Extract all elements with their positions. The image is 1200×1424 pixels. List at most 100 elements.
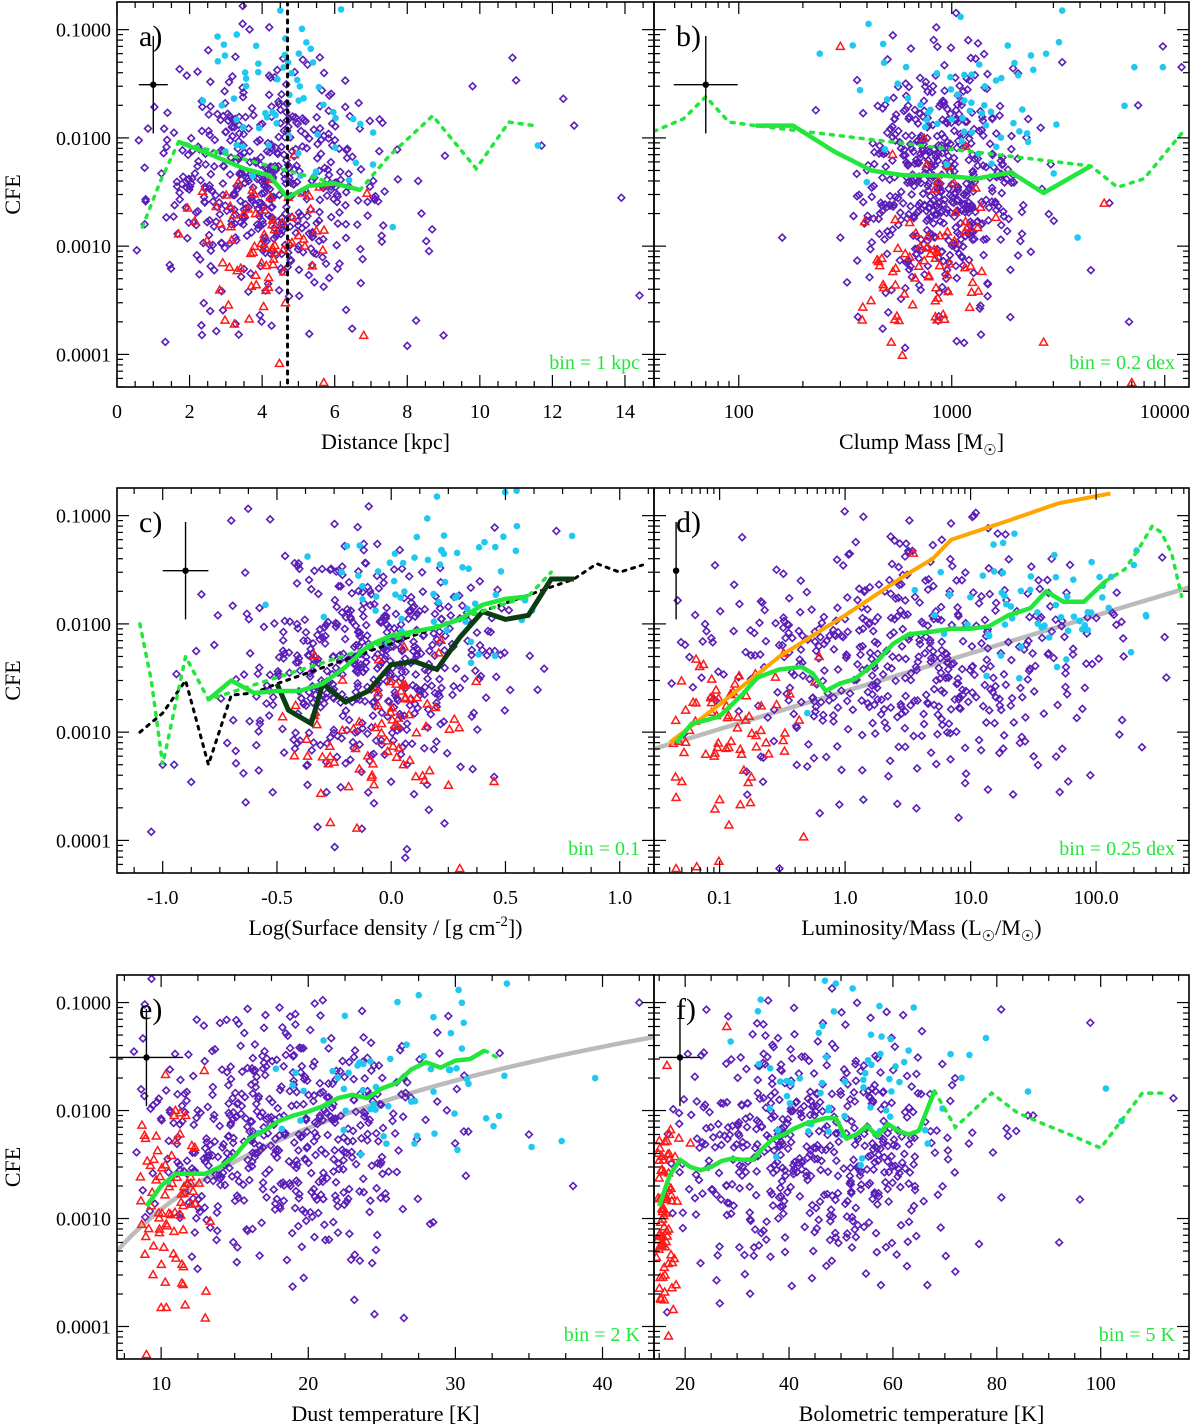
protostellar-point bbox=[311, 1150, 321, 1160]
protostellar-point bbox=[859, 1222, 869, 1232]
protostellar-point bbox=[1034, 575, 1044, 585]
quiescent-point bbox=[813, 650, 825, 661]
protostellar-point bbox=[789, 1003, 799, 1013]
protostellar-point bbox=[199, 1154, 209, 1164]
protostellar-point bbox=[198, 238, 208, 248]
protostellar-point bbox=[697, 673, 707, 683]
quiescent-point bbox=[793, 714, 805, 724]
protostellar-point bbox=[755, 650, 765, 660]
protostellar-point bbox=[396, 673, 406, 683]
protostellar-point bbox=[237, 1101, 247, 1111]
axis-title-part: Distance [kpc] bbox=[321, 429, 450, 454]
protostellar-point bbox=[213, 610, 223, 620]
protostellar-point bbox=[1007, 131, 1017, 141]
protostellar-point bbox=[371, 1128, 381, 1138]
protostellar-point bbox=[227, 71, 237, 81]
hii-point bbox=[304, 553, 311, 560]
protostellar-point bbox=[855, 1171, 865, 1181]
axis-title-part: Log(Surface density / [g cm bbox=[249, 915, 496, 940]
protostellar-point bbox=[983, 785, 993, 795]
protostellar-point bbox=[692, 1134, 702, 1144]
protostellar-point bbox=[829, 1147, 839, 1157]
protostellar-point bbox=[891, 676, 901, 686]
hii-point bbox=[1063, 656, 1070, 663]
protostellar-point bbox=[200, 1203, 210, 1213]
protostellar-point bbox=[892, 799, 902, 809]
protostellar-point bbox=[245, 24, 255, 34]
protostellar-point bbox=[317, 1173, 327, 1183]
protostellar-point bbox=[1001, 680, 1011, 690]
panel-a-x-axis-title: Distance [kpc] bbox=[321, 429, 450, 454]
protostellar-point bbox=[336, 581, 346, 591]
protostellar-point bbox=[885, 175, 895, 185]
protostellar-point bbox=[964, 155, 974, 165]
protostellar-point bbox=[778, 569, 788, 579]
protostellar-point bbox=[896, 294, 906, 304]
protostellar-point bbox=[1085, 770, 1095, 780]
protostellar-point bbox=[863, 687, 873, 697]
protostellar-point bbox=[193, 156, 203, 166]
hii-point bbox=[1017, 587, 1025, 595]
protostellar-point bbox=[810, 707, 820, 717]
protostellar-point bbox=[140, 999, 150, 1009]
protostellar-point bbox=[952, 575, 962, 585]
protostellar-point bbox=[756, 752, 766, 762]
hii-point bbox=[471, 600, 479, 607]
protostellar-point bbox=[289, 1138, 299, 1148]
protostellar-point bbox=[204, 1161, 214, 1171]
hii-point bbox=[796, 1075, 804, 1082]
protostellar-point bbox=[851, 1232, 861, 1242]
protostellar-point bbox=[678, 1208, 688, 1218]
protostellar-point bbox=[889, 1135, 899, 1145]
protostellar-point bbox=[860, 1141, 870, 1151]
protostellar-point bbox=[329, 725, 339, 735]
protostellar-point bbox=[901, 539, 911, 549]
protostellar-point bbox=[825, 1235, 835, 1245]
protostellar-point bbox=[274, 285, 284, 295]
protostellar-point bbox=[232, 1242, 242, 1252]
protostellar-point bbox=[896, 215, 906, 225]
protostellar-point bbox=[906, 261, 916, 271]
panel-d-bin-note: bin = 0.25 dex bbox=[1059, 838, 1175, 860]
protostellar-point bbox=[941, 673, 951, 683]
hii-point bbox=[1142, 611, 1150, 619]
protostellar-point bbox=[945, 754, 956, 764]
protostellar-point bbox=[890, 1161, 900, 1171]
protostellar-point bbox=[937, 645, 947, 655]
protostellar-point bbox=[784, 593, 794, 603]
protostellar-point bbox=[901, 157, 911, 167]
protostellar-point bbox=[832, 603, 843, 613]
protostellar-point bbox=[317, 564, 327, 574]
quiescent-point bbox=[214, 284, 225, 294]
protostellar-point bbox=[965, 183, 975, 193]
quiescent-point bbox=[277, 244, 289, 254]
quiescent-point bbox=[424, 765, 435, 775]
quiescent-point bbox=[420, 720, 432, 731]
protostellar-point bbox=[833, 703, 843, 713]
protostellar-point bbox=[214, 197, 224, 208]
quiescent-point bbox=[835, 40, 846, 51]
protostellar-point bbox=[958, 636, 968, 646]
hii-point bbox=[966, 107, 974, 115]
hii-point bbox=[1024, 1088, 1032, 1095]
quiescent-point bbox=[929, 183, 941, 193]
protostellar-point bbox=[148, 1168, 158, 1178]
panel-d-marks bbox=[654, 491, 1189, 873]
quiescent-point bbox=[148, 1153, 160, 1164]
protostellar-point bbox=[332, 240, 342, 250]
quiescent-point bbox=[286, 211, 298, 222]
panel-f-median-sparse bbox=[932, 1089, 1165, 1151]
protostellar-point bbox=[802, 1142, 812, 1152]
protostellar-point bbox=[205, 1223, 215, 1233]
protostellar-point bbox=[888, 1161, 898, 1172]
hii-point bbox=[467, 638, 475, 646]
protostellar-point bbox=[748, 1029, 758, 1039]
protostellar-point bbox=[131, 1147, 142, 1157]
quiescent-point bbox=[1098, 197, 1110, 207]
protostellar-point bbox=[322, 666, 332, 676]
protostellar-point bbox=[380, 750, 390, 760]
protostellar-point bbox=[713, 1250, 723, 1260]
protostellar-point bbox=[272, 65, 282, 75]
protostellar-point bbox=[346, 1255, 356, 1265]
protostellar-point bbox=[950, 159, 960, 169]
